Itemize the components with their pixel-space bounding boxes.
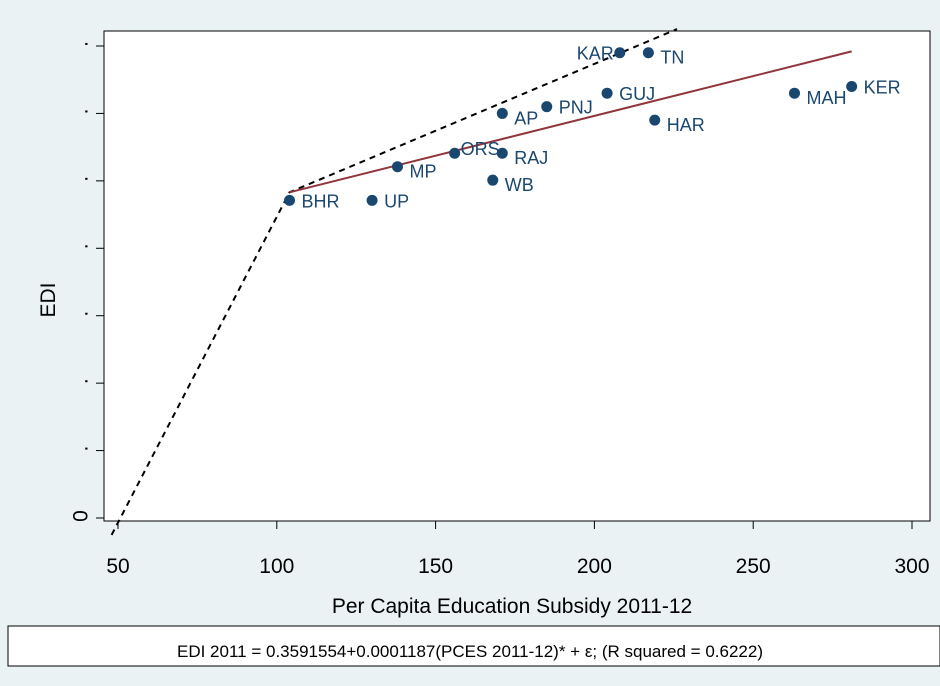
- point-up: [366, 194, 378, 206]
- y-tick-label: .: [69, 109, 92, 115]
- y-axis-label: EDI: [37, 282, 60, 317]
- point-tn: [642, 47, 654, 59]
- y-tick-label: .: [69, 176, 92, 182]
- point-label-up: UP: [384, 191, 409, 211]
- x-tick-label: 200: [577, 555, 612, 578]
- point-label-mp: MP: [409, 162, 436, 182]
- point-label-ker: KER: [864, 77, 901, 97]
- point-label-bhr: BHR: [302, 191, 340, 211]
- point-ors: [449, 147, 461, 159]
- point-pnj: [541, 101, 553, 113]
- point-har: [649, 114, 661, 126]
- note-box: [7, 625, 940, 667]
- y-tick-label: .: [69, 41, 92, 47]
- point-mp: [391, 161, 403, 173]
- x-tick-label: 300: [894, 555, 929, 578]
- point-raj: [496, 147, 508, 159]
- y-tick-label: .: [69, 311, 92, 317]
- point-label-mah: MAH: [806, 88, 846, 108]
- point-ap: [496, 107, 508, 119]
- x-tick-label: 150: [418, 555, 453, 578]
- point-bhr: [284, 194, 296, 206]
- fit-line-layer: [289, 50, 852, 194]
- y-tick-label: .: [69, 446, 92, 452]
- point-label-wb: WB: [505, 175, 534, 195]
- x-axis: 50 100 150 200 250 300: [106, 521, 930, 578]
- point-label-guj: GUJ: [619, 84, 655, 104]
- point-wb: [487, 174, 499, 186]
- y-tick-label: 0: [69, 510, 92, 522]
- fit-line: [289, 50, 852, 194]
- x-axis-label: Per Capita Education Subsidy 2011-12: [332, 595, 692, 618]
- point-label-ors: ORS: [461, 139, 500, 159]
- y-axis: 0.......: [69, 41, 104, 522]
- point-mah: [788, 87, 800, 99]
- point-label-ap: AP: [514, 108, 538, 128]
- regression-note: EDI 2011 = 0.3591554+0.0001187(PCES 2011…: [177, 642, 763, 661]
- x-tick-label: 50: [106, 555, 129, 578]
- point-kar: [614, 47, 626, 59]
- plot-area: [103, 30, 931, 522]
- point-label-tn: TN: [660, 48, 684, 68]
- y-tick-label: .: [69, 243, 92, 249]
- x-tick-label: 250: [736, 555, 771, 578]
- y-tick-label: .: [69, 378, 92, 384]
- point-label-raj: RAJ: [514, 148, 548, 168]
- point-guj: [601, 87, 613, 99]
- point-label-kar: KAR: [577, 44, 614, 64]
- point-label-har: HAR: [667, 115, 705, 135]
- x-tick-label: 100: [259, 555, 294, 578]
- point-label-pnj: PNJ: [559, 98, 593, 118]
- point-ker: [846, 80, 858, 92]
